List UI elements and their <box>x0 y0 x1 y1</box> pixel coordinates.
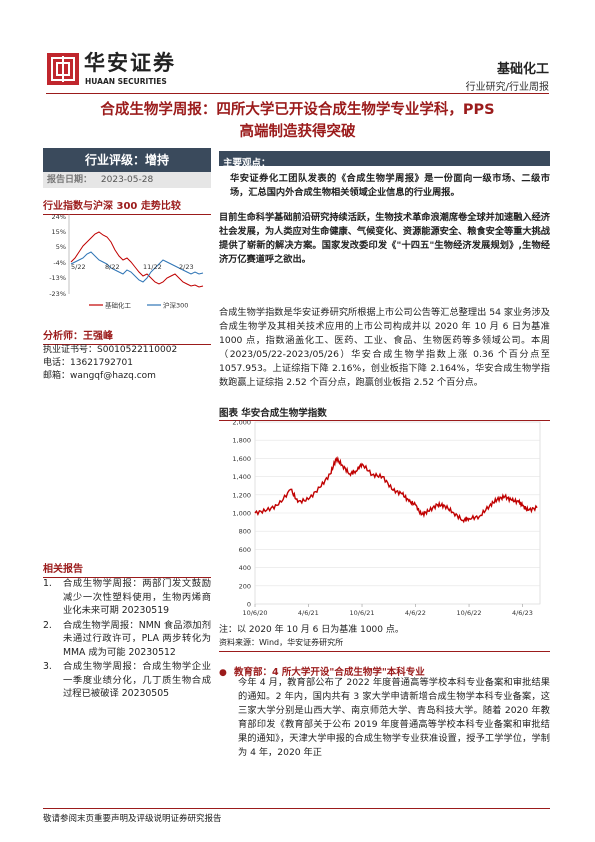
index-xtick: 11/22 <box>143 263 162 271</box>
index-ytick: -23% <box>49 290 66 298</box>
index-line-hs300 <box>70 251 204 283</box>
rating-banner: 行业评级：增持 <box>43 148 211 172</box>
main-point-1: 华安证券化工团队发表的《合成生物学周报》是一份面向一级市场、二级市场，汇总国内外… <box>230 173 550 198</box>
index-series-line <box>254 455 538 524</box>
y-tick-label: 400 <box>239 564 251 572</box>
y-tick-label: 200 <box>239 582 251 590</box>
x-tick-label: 4/6/23 <box>512 609 533 617</box>
analyst-phone: 电话：13621792701 <box>43 358 134 368</box>
index-ytick: 24% <box>52 213 66 221</box>
related-item-num: 3. <box>43 661 52 672</box>
y-tick-label: 0 <box>247 601 251 609</box>
report-title: 合成生物学周报：四所大学已开设合成生物学专业学科，PPS 高端制造获得突破 <box>46 99 549 143</box>
section2-title: 教育部：4 所大学开设"合成生物学"本科专业 <box>233 667 425 678</box>
logo-text-en: HUAAN SECURITIES <box>85 77 167 86</box>
x-tick-label: 4/6/21 <box>298 609 319 617</box>
related-item-num: 2. <box>43 619 52 631</box>
title-line-2: 高端制造获得突破 <box>239 124 356 140</box>
report-date: 报告日期： 2023-05-28 <box>43 172 211 188</box>
related-item-num: 1. <box>43 578 52 589</box>
figure-source: 资料来源：Wind，华安证券研究所 <box>219 637 550 652</box>
index-ytick: 5% <box>56 243 66 251</box>
related-item-text: 合成生物学周报：合成生物学企业一季度业绩分化，几丁质生物合成过程已被破译 202… <box>63 661 211 699</box>
index-chart-title: 行业指数与沪深 300 走势比较 <box>43 197 211 215</box>
y-tick-label: 1,600 <box>232 455 251 463</box>
legend-hs300: 沪深300 <box>163 301 188 310</box>
analyst-name: 分析师：王强峰 <box>43 327 211 345</box>
figure-note: 注：以 2020 年 10 月 6 日为基准 1000 点。 <box>219 625 404 635</box>
related-item[interactable]: 1. 合成生物学周报：两部门发文鼓励减少一次性塑料使用，生物丙烯商业化未来可期 … <box>43 577 211 618</box>
analyst-cert: 执业证书号：S0010522110002 <box>43 345 178 355</box>
y-tick-label: 1,000 <box>232 510 251 518</box>
x-tick-label: 4/6/22 <box>405 609 426 617</box>
y-tick-label: 2,000 <box>232 419 251 427</box>
report-date-label: 报告日期： <box>47 175 93 185</box>
index-ytick: 15% <box>52 228 66 236</box>
related-item-text: 合成生物学周报：两部门发文鼓励减少一次性塑料使用，生物丙烯商业化未来可期 202… <box>63 578 211 616</box>
x-tick-label: 10/6/21 <box>349 609 374 617</box>
index-compare-chart: 24% 15% 5% -4% -13% -23% 5/22 8/22 11/22… <box>49 213 204 310</box>
main-point-2: 目前生命科学基础前沿研究持续活跃，生物技术革命浪潮席卷全球并加速融入经济社会发展… <box>219 212 550 265</box>
x-tick-label: 10/6/20 <box>242 609 267 617</box>
section2-heading: ● 教育部：4 所大学开设"合成生物学"本科专业 <box>219 660 550 679</box>
y-tick-label: 1,400 <box>232 473 251 481</box>
bullet-icon: ● <box>219 668 227 678</box>
figure-title-text: 图表 华安合成生物学指数 <box>219 408 327 419</box>
doc-type-label: 行业研究/行业周报 <box>465 82 549 93</box>
header-rule <box>46 93 549 94</box>
related-item-text: 合成生物学周报：NMN 食品添加剂未通过行政许可，PLA 两步转化为 MMA 成… <box>63 619 211 658</box>
synbio-index-chart: 2,000 1,800 1,600 1,400 1,200 1,000 800 600 400 2… <box>232 419 541 617</box>
index-xtick: 8/22 <box>105 263 120 271</box>
related-item[interactable]: 2. 合成生物学周报：NMN 食品添加剂未通过行政许可，PLA 两步转化为 MM… <box>43 619 211 660</box>
y-tick-label: 1,200 <box>232 491 251 499</box>
main-points-title: 主要观点： <box>223 158 271 169</box>
index-ytick: -4% <box>53 259 66 267</box>
section2-paragraph: 今年 4 月，教育部公布了 2022 年度普通高等学校本科专业备案和审批结果的通… <box>238 677 550 758</box>
y-tick-label: 600 <box>239 546 251 554</box>
related-item[interactable]: 3. 合成生物学周报：合成生物学企业一季度业绩分化，几丁质生物合成过程已被破译 … <box>43 660 211 701</box>
report-date-value: 2023-05-28 <box>100 175 154 185</box>
legend-chemical: 基础化工 <box>105 301 132 310</box>
index-xtick: 5/22 <box>71 263 86 271</box>
footer-rule <box>43 808 550 809</box>
logo-text-cn: 华安证券 <box>84 50 176 75</box>
index-chart-yaxis: 24% 15% 5% -4% -13% -23% <box>49 213 66 298</box>
sector-label: 基础化工 <box>496 62 549 77</box>
main-point-3: 合成生物学指数是华安证券研究所根据上市公司公告等汇总整理出 54 家业务涉及合成… <box>219 307 550 388</box>
index-chart-legend: 基础化工 沪深300 <box>89 301 188 310</box>
index-ytick: -13% <box>49 274 66 282</box>
logo-mark-icon <box>47 53 79 85</box>
y-tick-label: 1,800 <box>232 437 251 445</box>
index-line-chemical <box>70 231 204 288</box>
figure-title: 图表 华安合成生物学指数 <box>219 401 550 421</box>
title-line-1: 合成生物学周报：四所大学已开设合成生物学专业学科，PPS <box>100 102 495 118</box>
analyst-info: 执业证书号：S0010522110002 电话：13621792701 邮箱：w… <box>43 344 211 383</box>
related-title: 相关报告 <box>43 560 211 578</box>
related-list: 1. 合成生物学周报：两部门发文鼓励减少一次性塑料使用，生物丙烯商业化未来可期 … <box>43 577 211 701</box>
logo: 华安证券 HUAAN SECURITIES <box>46 50 186 88</box>
y-tick-label: 800 <box>239 528 251 536</box>
footer-text: 敬请参阅末页重要声明及评级说明证券研究报告 <box>43 814 222 824</box>
rating-label: 行业评级：增持 <box>84 153 169 167</box>
main-points-header: 主要观点： <box>219 151 550 169</box>
index-xtick: 2/23 <box>179 263 194 271</box>
index-chart-xaxis: 5/22 8/22 11/22 2/23 <box>71 263 194 271</box>
x-tick-label: 10/6/22 <box>457 609 482 617</box>
analyst-email: 邮箱：wangqf@hazq.com <box>43 371 156 381</box>
